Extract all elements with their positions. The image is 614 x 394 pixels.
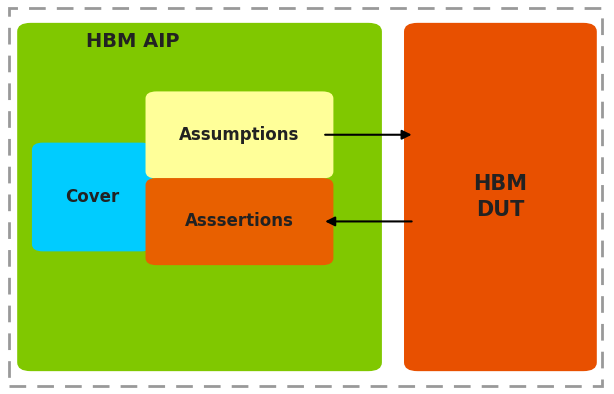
FancyBboxPatch shape <box>404 23 597 371</box>
Text: Assumptions: Assumptions <box>179 126 300 144</box>
Text: Cover: Cover <box>65 188 119 206</box>
FancyBboxPatch shape <box>146 178 333 265</box>
Text: HBM AIP: HBM AIP <box>86 32 179 51</box>
Text: Asssertions: Asssertions <box>185 212 294 230</box>
FancyBboxPatch shape <box>17 23 382 371</box>
Text: HBM
DUT: HBM DUT <box>473 174 527 220</box>
FancyBboxPatch shape <box>32 143 152 251</box>
FancyBboxPatch shape <box>146 91 333 178</box>
